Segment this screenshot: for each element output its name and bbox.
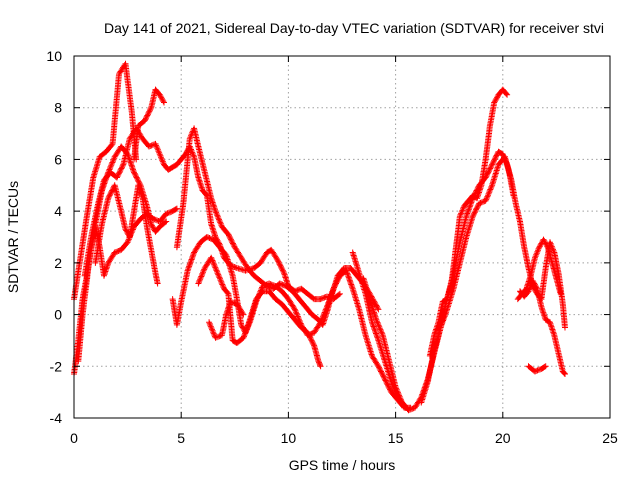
- x-tick-label: 5: [177, 430, 185, 446]
- data-marks: [71, 60, 568, 414]
- data-points-arc11: [349, 249, 408, 409]
- data-points-arc5: [92, 182, 161, 287]
- series-arc14: [426, 86, 511, 359]
- data-points-arc17: [525, 363, 549, 375]
- x-tick-label: 20: [495, 430, 511, 446]
- y-tick-label: -4: [50, 410, 63, 426]
- plot-frame: [73, 55, 611, 419]
- data-points-arc9: [195, 254, 414, 411]
- x-tick-label: 0: [70, 430, 78, 446]
- series-arc9: [195, 254, 414, 411]
- data-points-arc14: [426, 86, 511, 359]
- series-arc17: [525, 363, 549, 375]
- series-arc16: [517, 278, 568, 377]
- series-arc11: [349, 249, 408, 409]
- x-tick-label: 25: [602, 430, 618, 446]
- series-arc8: [173, 125, 382, 328]
- axis-ticks: 0 5 10 15 20 25 -4 -2 0 2 4 6 8 10: [46, 48, 618, 446]
- y-tick-label: 2: [54, 255, 62, 271]
- data-points-arc8: [173, 125, 382, 328]
- data-points-arc10: [206, 298, 247, 341]
- series-arc15: [514, 236, 564, 303]
- y-tick-label: 0: [54, 307, 62, 323]
- data-points-arc6: [131, 86, 167, 163]
- y-tick-label: 6: [54, 151, 62, 167]
- y-tick-label: 4: [54, 203, 62, 219]
- series-arc10: [206, 298, 247, 341]
- x-axis-label: GPS time / hours: [289, 457, 396, 473]
- y-tick-label: 8: [54, 100, 62, 116]
- data-points-arc15: [514, 236, 564, 303]
- series-arc6: [131, 86, 167, 163]
- series-arc5: [92, 182, 161, 287]
- x-tick-label: 15: [388, 430, 404, 446]
- y-axis-label: SDTVAR / TECUs: [5, 181, 21, 293]
- x-tick-label: 10: [281, 430, 297, 446]
- y-tick-label: -2: [50, 358, 63, 374]
- data-points-arc16: [517, 278, 568, 377]
- chart-title: Day 141 of 2021, Sidereal Day-to-day VTE…: [104, 20, 604, 36]
- y-tick-label: 10: [46, 48, 62, 64]
- grid-layer: [74, 56, 610, 418]
